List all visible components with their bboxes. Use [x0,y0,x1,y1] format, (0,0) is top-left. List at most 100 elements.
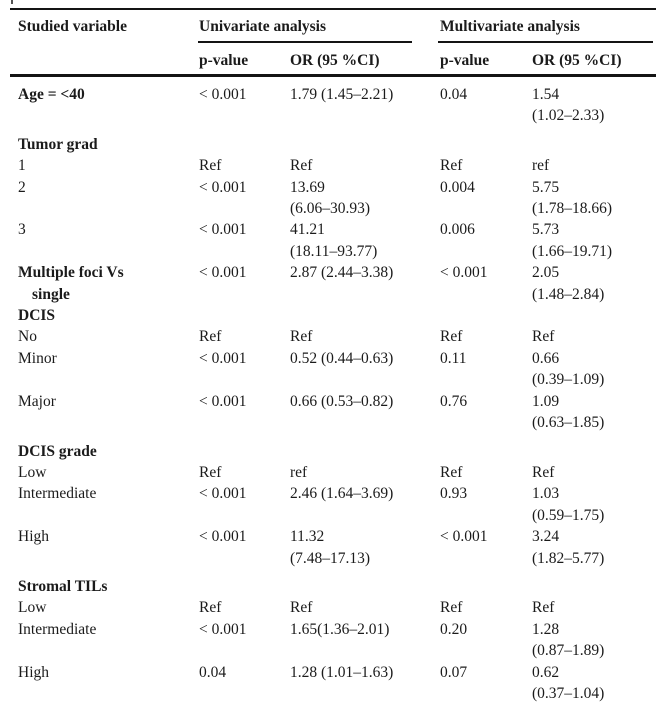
multi-pvalue-cell: 0.76 [440,392,468,410]
multi-or-cell: Ref [532,463,555,481]
row-label: Minor [18,349,57,367]
column-header-multivariate-or: OR (95 %CI) [532,52,622,69]
table-row-5: Multiple foci Vs single < 0.001 2.87 (2.… [0,262,660,305]
multi-pvalue-cell [440,441,532,462]
uni-or-cell: Ref [290,157,313,175]
uni-or-cell: 41.21 (18.11–93.77) [290,221,378,260]
group-header-univariate: Univariate analysis [199,18,327,35]
uni-or-cell [290,576,440,597]
row-label: 3 [18,221,26,239]
uni-pvalue-cell: < 0.001 [199,349,247,367]
univariate-group-underline [198,41,412,43]
uni-or-cell: ref [290,463,308,481]
multi-or-cell: 5.73 (1.66–19.71) [532,221,613,260]
column-header-univariate-pvalue: p-value [199,52,249,69]
column-header-multivariate-pvalue: p-value [440,52,490,69]
multi-or-cell: 1.54 (1.02–2.33) [532,86,605,125]
table-row-3: 2 < 0.001 13.69 (6.06–30.93) 0.004 5.75 … [0,177,660,220]
multivariate-group-underline [438,41,653,43]
uni-pvalue-cell: < 0.001 [199,86,247,103]
multi-pvalue-cell: 0.11 [440,349,467,367]
multi-pvalue-cell: Ref [440,328,463,346]
uni-pvalue-cell [199,305,290,326]
table-row-1: Tumor grad [0,134,660,155]
uni-or-cell: 0.52 (0.44–0.63) [290,349,394,367]
row-label: Major [18,392,56,410]
uni-pvalue-cell: < 0.001 [199,221,247,239]
uni-pvalue-cell: Ref [199,328,222,346]
uni-or-cell: 1.65(1.36–2.01) [290,620,390,638]
crop-artifact [11,0,13,4]
multi-or-cell [532,305,652,326]
table-row-14: Stromal TILs [0,576,660,597]
table-row-6: DCIS [0,305,660,326]
row-label: 2 [18,178,26,196]
table-row-0: Age = <40 < 0.001 1.79 (1.45–2.21) 0.04 … [0,84,660,127]
multi-or-cell [532,134,652,155]
uni-pvalue-cell [199,441,290,462]
table-row-8: Minor < 0.001 0.52 (0.44–0.63) 0.11 0.66… [0,348,660,391]
uni-pvalue-cell: < 0.001 [199,392,247,410]
table-row-13: High < 0.001 11.32 (7.48–17.13) < 0.001 … [0,526,660,569]
multi-or-cell [532,441,652,462]
table-top-rule [10,8,656,11]
multi-pvalue-cell: Ref [440,463,463,481]
uni-or-cell: 0.66 (0.53–0.82) [290,392,394,410]
row-label: No [18,328,37,346]
group-header-multivariate: Multivariate analysis [440,18,580,35]
uni-pvalue-cell [199,576,290,597]
row-label: DCIS grade [18,442,97,460]
multi-or-cell: Ref [532,599,555,617]
row-label: Stromal TILs [18,577,108,595]
multi-or-cell: 1.09 (0.63–1.85) [532,392,605,432]
uni-pvalue-cell: < 0.001 [199,264,247,282]
multi-pvalue-cell: 0.04 [440,86,468,103]
uni-pvalue-cell: < 0.001 [199,620,247,638]
multi-or-cell: ref [532,157,550,175]
multi-or-cell: 1.28 (0.87–1.89) [532,620,605,660]
row-label: Low [18,599,47,617]
multi-pvalue-cell [440,305,532,326]
uni-or-cell [290,134,440,155]
uni-or-cell: Ref [290,328,313,346]
multi-pvalue-cell: 0.20 [440,620,468,638]
row-label: 1 [18,157,26,175]
row-label: Low [18,463,47,481]
multi-pvalue-cell: 0.006 [440,221,475,239]
multi-pvalue-cell: 0.07 [440,663,468,681]
uni-pvalue-cell: < 0.001 [199,178,247,196]
uni-pvalue-cell [199,134,290,155]
row-label: Intermediate [18,620,97,638]
table-row-7: No Ref Ref Ref Ref [0,326,660,347]
uni-or-cell: 2.46 (1.64–3.69) [290,485,394,503]
multi-pvalue-cell: Ref [440,599,463,617]
uni-pvalue-cell: 0.04 [199,663,227,681]
uni-or-cell: 1.79 (1.45–2.21) [290,86,394,103]
header-bottom-rule [10,74,656,77]
uni-or-cell [290,305,440,326]
row-label: High [18,663,49,681]
table-row-4: 3 < 0.001 41.21 (18.11–93.77) 0.006 5.73… [0,219,660,262]
multi-pvalue-cell [440,134,532,155]
uni-or-cell: Ref [290,599,313,617]
multi-or-cell: 2.05 (1.48–2.84) [532,264,605,303]
multi-pvalue-cell: 0.004 [440,178,475,196]
row-label: Age = <40 [18,86,85,103]
uni-pvalue-cell: Ref [199,599,222,617]
table-body: Age = <40 < 0.001 1.79 (1.45–2.21) 0.04 … [0,84,660,704]
row-label: DCIS [18,307,56,325]
uni-pvalue-cell: Ref [199,463,222,481]
table-row-16: Intermediate < 0.001 1.65(1.36–2.01) 0.2… [0,619,660,662]
uni-or-cell [290,441,440,462]
row-label: Intermediate [18,485,97,503]
multi-or-cell: 0.62 (0.37–1.04) [532,663,605,702]
uni-pvalue-cell: < 0.001 [199,485,247,503]
table-row-9: Major < 0.001 0.66 (0.53–0.82) 0.76 1.09… [0,391,660,434]
column-header-studied-variable: Studied variable [18,18,127,35]
multi-pvalue-cell: Ref [440,157,463,175]
multi-or-cell: 1.03 (0.59–1.75) [532,485,605,524]
uni-or-cell: 1.28 (1.01–1.63) [290,663,394,681]
table-row-10: DCIS grade [0,441,660,462]
table-row-15: Low Ref Ref Ref Ref [0,597,660,618]
